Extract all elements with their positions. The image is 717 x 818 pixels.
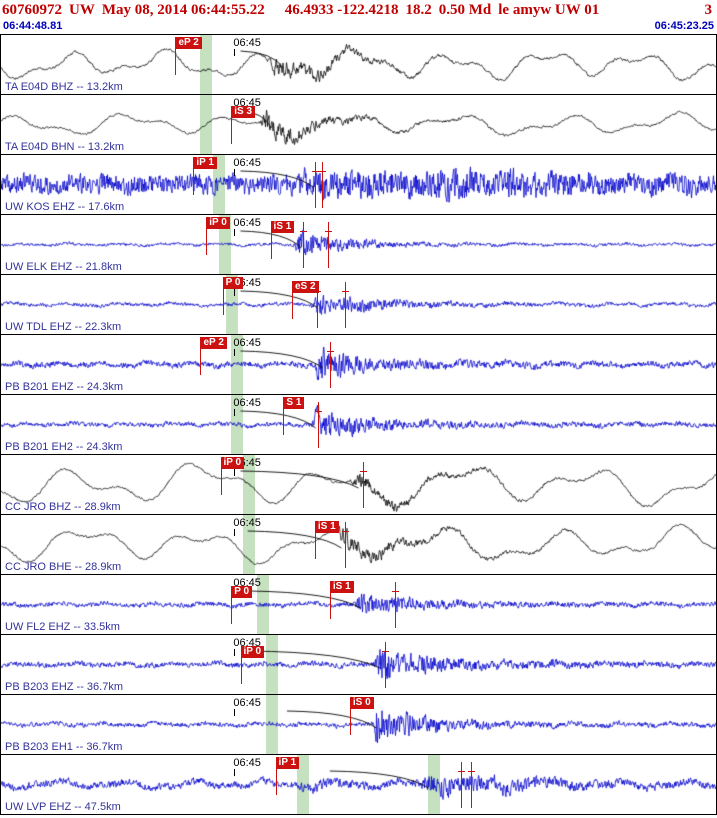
channel-label: PB B203 EH1 -- 36.7km [5,741,123,753]
trace-row[interactable]: 06:45 iP 1 UW LVP EHZ -- 47.5km [1,755,716,815]
time-label: 06:45 [233,217,261,236]
pick-label[interactable]: iS 1 [270,221,295,259]
channel-label: UW FL2 EHZ -- 33.5km [5,621,120,633]
trace-row[interactable]: 06:45 iP 0 CC JRO BHZ -- 28.9km [1,455,716,515]
window-start-time: 06:44:48.81 [3,20,63,32]
trace-list: 06:45 eP 2 TA E04D BHZ -- 13.2km 06:45 iS 3 T… [0,34,717,815]
trace-row[interactable]: 06:45 iP 0 PB B203 EHZ -- 36.7km [1,635,716,695]
waveform[interactable] [1,395,716,454]
depth-km: 18.2 [405,2,432,18]
waveform[interactable] [1,755,716,814]
channel-label: PB B201 EH2 -- 24.3km [5,441,123,453]
channel-label: TA E04D BHZ -- 13.2km [5,81,123,93]
waveform[interactable] [1,35,716,94]
pick-uncertainty-mark [341,522,349,568]
pick-uncertainty-mark [359,462,367,508]
channel-label: PB B203 EHZ -- 36.7km [5,681,123,693]
pick-uncertainty-mark [326,342,334,388]
waveform[interactable] [1,155,716,214]
channel-label: CC JRO BHZ -- 28.9km [5,501,121,513]
epicenter-coordinates: 46.4933 -122.4218 [284,2,399,18]
pick-label[interactable]: iP 1 [193,157,217,195]
time-label: 06:45 [233,757,261,776]
time-range-bar: 06:44:48.81 06:45:23.25 [0,19,717,34]
waveform[interactable] [1,215,716,274]
time-label: 06:45 [233,517,261,536]
pick-label[interactable]: P 0 [231,586,253,624]
trace-row[interactable]: 06:45 iP 1 UW KOS EHZ -- 17.6km [1,155,716,215]
time-label: 06:45 [233,337,261,356]
network-code: UW [69,2,95,18]
waveform[interactable] [1,95,716,154]
waveform[interactable] [1,575,716,634]
pick-label[interactable]: iS 0 [349,697,374,735]
trace-row[interactable]: 06:45 iS 1 CC JRO BHE -- 28.9km [1,515,716,575]
time-label: 06:45 [233,157,261,176]
trace-row[interactable]: 06:45 P 0 iS 1 UW FL2 EHZ -- 33.5km [1,575,716,635]
window-end-time: 06:45:23.25 [654,20,714,32]
trace-row[interactable]: 06:45 S 1 PB B201 EH2 -- 24.3km [1,395,716,455]
origin-time: May 08, 2014 06:44:55.22 [101,2,265,18]
pick-label[interactable]: iS 1 [329,581,354,619]
trace-row[interactable]: 06:45 iS 3 TA E04D BHN -- 13.2km [1,95,716,155]
pick-label[interactable]: iP 1 [275,757,300,795]
pick-label[interactable]: iS 1 [314,521,339,559]
waveform[interactable] [1,455,716,514]
trace-row[interactable]: 06:45 P 0 eS 2 UW TDL EHZ -- 22.3km [1,275,716,335]
pick-uncertainty-mark [300,222,308,268]
pick-label[interactable]: iP 0 [240,646,265,684]
pick-uncertainty-mark [468,762,476,808]
channel-label: UW LVP EHZ -- 47.5km [5,801,121,813]
pick-uncertainty-mark [324,222,332,268]
pick-uncertainty-mark [381,642,389,688]
trace-row[interactable]: 06:45 eP 2 TA E04D BHZ -- 13.2km [1,35,716,95]
time-label: 06:45 [233,37,261,56]
pick-uncertainty-mark [458,762,466,808]
trace-row[interactable]: 06:45 iP 0 iS 1 UW ELK EHZ -- 21.8km [1,215,716,275]
pick-uncertainty-mark [319,162,327,208]
pick-uncertainty-mark [311,162,319,208]
pick-uncertainty-mark [314,402,322,448]
pick-label[interactable]: eP 2 [200,337,227,375]
trace-row[interactable]: 06:45 iS 0 PB B203 EH1 -- 36.7km [1,695,716,755]
event-id: 60760972 [2,2,62,18]
time-label: 06:45 [233,397,261,416]
channel-label: UW KOS EHZ -- 17.6km [5,201,125,213]
waveform[interactable] [1,335,716,394]
pick-label[interactable]: eS 2 [292,281,319,319]
channel-label: UW ELK EHZ -- 21.8km [5,261,122,273]
event-summary: 60760972 UW May 08, 2014 06:44:55.22 46.493… [2,1,606,19]
pick-label[interactable]: S 1 [283,397,305,435]
channel-label: PB B201 EHZ -- 24.3km [5,381,123,393]
trace-count: 3 [704,2,713,18]
trace-row[interactable]: 06:45 eP 2 PB B201 EHZ -- 24.3km [1,335,716,395]
pick-label[interactable]: iS 3 [231,106,256,144]
channel-label: TA E04D BHN -- 13.2km [5,141,124,153]
pick-label[interactable]: eP 2 [175,37,202,75]
time-label: 06:45 [233,697,261,716]
pick-uncertainty-mark [341,282,349,328]
channel-label: CC JRO BHE -- 28.9km [5,561,122,573]
waveform[interactable] [1,635,716,694]
status-flags: le amyw UW 01 [498,2,600,18]
waveform[interactable] [1,515,716,574]
pick-label[interactable]: P 0 [222,277,244,315]
pick-uncertainty-mark [391,582,399,628]
pick-label[interactable]: iP 0 [206,217,230,255]
magnitude: 0.50 Md [438,2,492,18]
waveform[interactable] [1,275,716,334]
title-bar: 60760972 UW May 08, 2014 06:44:55.22 46.493… [0,0,717,19]
channel-label: UW TDL EHZ -- 22.3km [5,321,122,333]
pick-label[interactable]: iP 0 [220,457,245,495]
